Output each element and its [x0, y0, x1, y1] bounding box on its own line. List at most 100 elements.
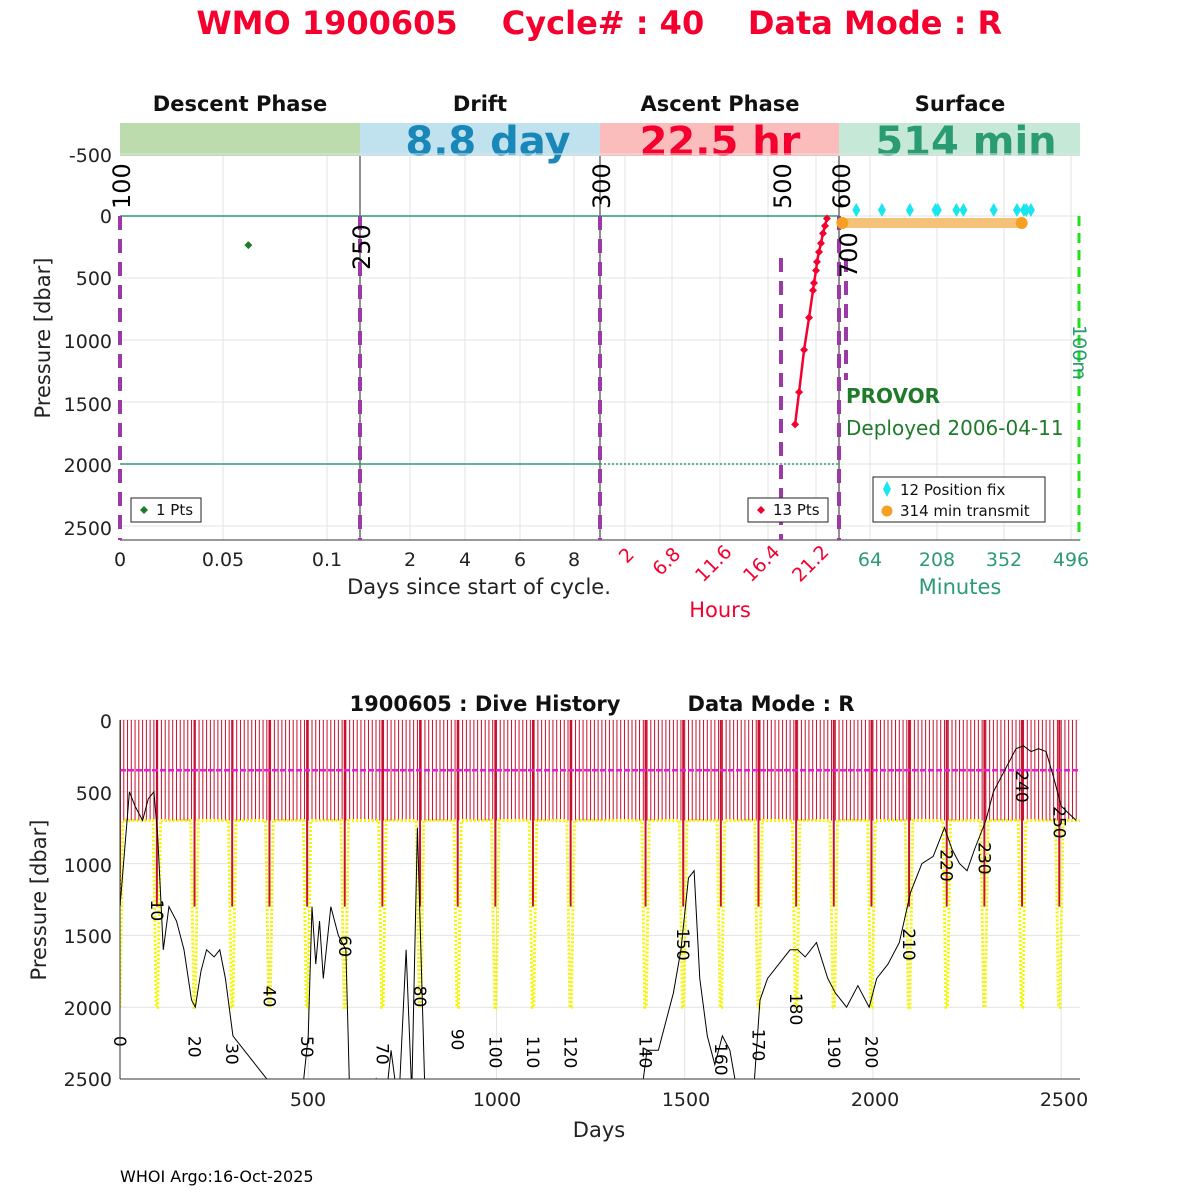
cycle-label-0: 0 [109, 1036, 129, 1047]
position-fix-5 [952, 203, 961, 217]
top-y-label: Pressure [dbar] [31, 258, 55, 419]
legend-position-fix-text: 12 Position fix [900, 481, 1005, 499]
phase-ascent-label: Ascent Phase [641, 92, 800, 116]
descent-xtick-01: 0.1 [312, 549, 342, 571]
ascent-point-8 [814, 247, 823, 256]
top-x-label-days: Days since start of cycle. [347, 575, 611, 599]
bot-xtick-2000: 2000 [851, 1089, 899, 1111]
top-ytick-1500: 1500 [64, 394, 112, 416]
legend-descent-text: 1 Pts [156, 501, 193, 519]
ascent-xtick-2: 2 [615, 544, 639, 568]
bottom-y-label: Pressure [dbar] [27, 820, 51, 981]
cycle-label-20: 20 [184, 1036, 204, 1058]
marker-100: 100 [108, 163, 136, 209]
transmit-point-1 [1015, 217, 1028, 229]
bot-xtick-500: 500 [290, 1089, 326, 1111]
cycle-label-30: 30 [221, 1043, 241, 1065]
bot-inner [120, 720, 1080, 1079]
ascent-point-0 [791, 420, 800, 429]
cycle-label-220: 220 [936, 849, 956, 881]
bot-ytick-2500: 2500 [64, 1069, 112, 1091]
cycle-label-100: 100 [484, 1036, 504, 1068]
drift-xtick-8: 8 [568, 549, 580, 571]
marker-300: 300 [588, 163, 616, 209]
top-ytick-1000: 1000 [64, 331, 112, 353]
bottom-x-ticks: 500 1000 1500 2000 2500 [290, 1089, 1088, 1111]
footer-credit: WHOI Argo:16-Oct-2025 [120, 1167, 314, 1186]
title-mode: Data Mode : R [748, 4, 1002, 42]
ascent-point-4 [809, 286, 818, 295]
top-y-ticks: -500 0 500 1000 1500 2000 2500 [64, 145, 112, 540]
bot-ytick-0: 0 [100, 711, 112, 733]
position-fix-10 [1022, 203, 1031, 217]
ascent-point-10 [818, 229, 827, 238]
cycle-label-80: 80 [409, 986, 429, 1008]
ascent-point-7 [812, 257, 821, 266]
marker-250: 250 [348, 224, 376, 270]
cycle-label-140: 140 [635, 1036, 655, 1068]
top-ytick-neg500: -500 [69, 145, 112, 167]
bot-ytick-1000: 1000 [64, 855, 112, 877]
bottom-title-left: 1900605 : Dive History [350, 692, 621, 716]
cycle-label-120: 120 [560, 1036, 580, 1068]
title-cycle: Cycle# : 40 [502, 4, 704, 42]
legend-descent: 1 Pts [130, 497, 202, 523]
cycle-label-170: 170 [747, 1029, 767, 1061]
surface-xtick-64: 64 [858, 549, 882, 571]
descent-point-0 [244, 241, 253, 250]
cycle-label-200: 200 [860, 1036, 880, 1068]
bot-xtick-1500: 1500 [662, 1089, 710, 1111]
ascent-xtick-21-2: 21.2 [788, 541, 833, 586]
transmit-point-0 [836, 217, 849, 229]
bot-ytick-500: 500 [76, 783, 112, 805]
position-fix-2 [905, 203, 914, 217]
descent-xtick-005: 0.05 [202, 549, 244, 571]
surface-duration: 514 min [875, 119, 1056, 165]
position-fix-8 [1012, 203, 1021, 217]
cycle-label-110: 110 [522, 1036, 542, 1068]
phase-drift-label: Drift [453, 92, 507, 116]
position-fix-6 [959, 203, 968, 217]
surface-xtick-496: 496 [1053, 549, 1089, 571]
marker-100m: 100m [1068, 325, 1090, 380]
band-ascent [600, 123, 839, 156]
cycle-label-50: 50 [296, 1036, 316, 1058]
drift-duration: 8.8 day [405, 119, 570, 165]
position-fix-11 [1026, 203, 1035, 217]
ascent-point-12 [822, 214, 831, 223]
cycle-label-230: 230 [973, 842, 993, 874]
legend-ascent: 13 Pts [747, 497, 829, 523]
float-deployed: Deployed 2006-04-11 [846, 416, 1064, 440]
park-profile-trace [120, 819, 1080, 1009]
phase-descent-label: Descent Phase [153, 92, 327, 116]
cycle-label-40: 40 [258, 986, 278, 1008]
cycle-label-250: 250 [1048, 806, 1068, 838]
top-x-label-minutes: Minutes [919, 575, 1002, 599]
bot-xtick-2500: 2500 [1040, 1089, 1088, 1111]
legend-ascent-text: 13 Pts [773, 501, 820, 519]
cycle-label-180: 180 [785, 993, 805, 1025]
ascent-xtick-16-4: 16.4 [739, 541, 784, 586]
marker-500: 500 [769, 163, 797, 209]
cycle-label-10: 10 [146, 900, 166, 922]
bottom-y-ticks: 0 500 1000 1500 2000 2500 [64, 711, 112, 1091]
marker-600: 600 [828, 163, 856, 209]
ascent-point-3 [805, 313, 814, 322]
ascent-xtick-11-6: 11.6 [691, 541, 736, 586]
top-ytick-2500: 2500 [64, 518, 112, 540]
bot-xtick-1000: 1000 [473, 1089, 521, 1111]
title-wmo: WMO 1900605 [196, 4, 457, 42]
cycle-label-90: 90 [447, 1029, 467, 1051]
cycle-label-60: 60 [334, 935, 354, 957]
top-ytick-0: 0 [100, 206, 112, 228]
bottom-plot: 0 10 20 30 40 50 60 70 80 90 100 110 120 140 150 160 170… [109, 720, 1080, 1080]
ascent-point-5 [810, 278, 819, 287]
cycle-label-70: 70 [371, 1043, 391, 1065]
position-fix-0 [852, 203, 861, 217]
band-drift [360, 123, 600, 156]
legend-position-fix-marker [883, 481, 891, 497]
ascent-point-6 [812, 266, 820, 275]
bottom-grid [120, 719, 1080, 1080]
descent-xtick-0: 0 [114, 549, 126, 571]
